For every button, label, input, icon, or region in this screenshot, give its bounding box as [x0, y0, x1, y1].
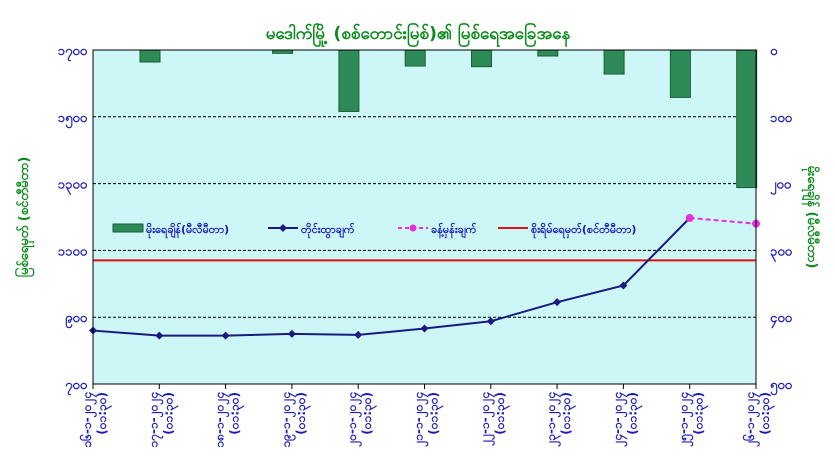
- right-tick-label-3: ၃၀၀: [770, 244, 793, 262]
- left-tick-label-1: ၉၀၀: [65, 311, 88, 329]
- right-tick-label-5: ၅၀၀: [770, 378, 793, 396]
- right-tick-label-1: ၁၀၀: [770, 111, 793, 126]
- x-tick-label-9: ၂၅-၁-၂၀၂၄(၀၁:၃၀): [677, 392, 710, 448]
- plot-area: [93, 50, 756, 384]
- observed-line: [92, 217, 691, 337]
- legend-label-forecast: ခန့်မှန်းချက်: [431, 222, 477, 239]
- x-tick-label-4: ၂၀-၁-၂၀၂၄(၀၁:၃၀): [345, 392, 378, 448]
- right-axis-title: မိုးရေချိန် (မီလီမီတာ): [801, 166, 821, 269]
- left-axis-title: မြစ်ရေမှတ် (စင်တီမီတာ): [14, 157, 35, 278]
- x-tick-label-1: ၁၇-၁-၂၀၂၄(၀၁:၃၀): [146, 392, 179, 448]
- legend-label-rain: မိုးရေချိန်(မီလီမီတာ): [146, 222, 229, 239]
- legend: မိုးရေချိန်(မီလီမီတာ) တိုင်းထွာချက် ခန့်…: [112, 222, 636, 239]
- observed-point-7: [553, 298, 562, 307]
- legend-label-observed: တိုင်းထွာချက်: [301, 222, 355, 239]
- rain-bar-7: [603, 49, 625, 75]
- x-axis-ticks: ၁၆-၁-၂၀၂၄(၀၁:၃၀) ၁၇-၁-၂၀၂၄(၀၁:၃၀) ၁၈-၁-၂၀၂…: [78, 384, 776, 448]
- rain-bar-6: [537, 49, 559, 57]
- x-tick-label-3: ၁၉-၁-၂၀၂၄(၀၁:၃၀): [279, 392, 312, 448]
- legend-label-danger: စိုးရိမ်ရေမှတ်(စင်တီမီတာ): [531, 222, 636, 239]
- left-tick-label-0: ၇၀၀: [65, 378, 88, 396]
- x-tick-label-7: ၂၃-၁-၂၀၂၄(၀၁:၃၀): [544, 392, 577, 448]
- x-tick-label-5: ၂၁-၁-၂၀၂၄(၀၁:၃၀): [412, 392, 445, 448]
- rain-bar-0: [139, 49, 161, 63]
- left-tick-label-3: ၁၃၀၀: [58, 178, 88, 196]
- rain-bar-8: [669, 49, 691, 98]
- rain-bar-3: [338, 49, 360, 112]
- x-tick-label-6: ၂၂-၁-၂၀၂၄(၀၁:၃၀): [478, 392, 511, 447]
- observed-point-2: [221, 331, 230, 340]
- observed-point-6: [486, 317, 495, 326]
- rain-bar-5: [471, 49, 492, 68]
- x-tick-label-8: ၂၄-၁-၂၀၂၄(၀၁:၃၀): [610, 392, 643, 448]
- observed-point-4: [354, 330, 363, 339]
- rain-bar-2: [272, 49, 294, 54]
- right-tick-label-0: ၀: [770, 44, 778, 59]
- x-tick-label-10: ၂၆-၁-၂၀၂၄(၀၁:၃၀): [741, 392, 776, 448]
- legend-marker-observed: [279, 224, 287, 232]
- chart-title: မဒေါက်မြို့ (စစ်တောင်းမြစ်)၏ မြစ်ရေအခြေအ…: [266, 21, 571, 48]
- observed-point-3: [287, 329, 296, 338]
- left-tick-label-4: ၁၅၀၀: [58, 111, 88, 129]
- rain-bar-9: [736, 49, 758, 189]
- gridlines: [93, 116, 756, 318]
- right-tick-label-2: ၂၀၀: [770, 178, 792, 196]
- observed-point-5: [420, 324, 429, 333]
- rain-bar-4: [404, 49, 426, 67]
- left-tick-label-2: ၁၁၀၀: [58, 244, 88, 259]
- observed-point-8: [619, 281, 628, 290]
- rainfall-bars: [139, 49, 758, 189]
- x-tick-label-0: ၁၆-၁-၂၀၂၄(၀၁:၃၀): [78, 392, 113, 448]
- right-tick-label-4: ၄၀၀: [770, 311, 793, 329]
- legend-marker-forecast: [409, 224, 417, 232]
- observed-point-1: [155, 331, 164, 340]
- forecast-line: [689, 217, 757, 225]
- left-tick-label-5: ၁၇၀၀: [58, 44, 88, 62]
- forecast-point-9: [685, 214, 694, 223]
- x-tick-label-2: ၁၈-၁-၂၀၂၄(၀၁:၃၀): [213, 392, 246, 448]
- left-axis-ticks: ၇၀၀ ၉၀၀ ၁၁၀၀ ၁၃၀၀ ၁၅၀၀ ၁၇၀၀: [58, 44, 88, 396]
- legend-swatch-rain: [112, 223, 144, 233]
